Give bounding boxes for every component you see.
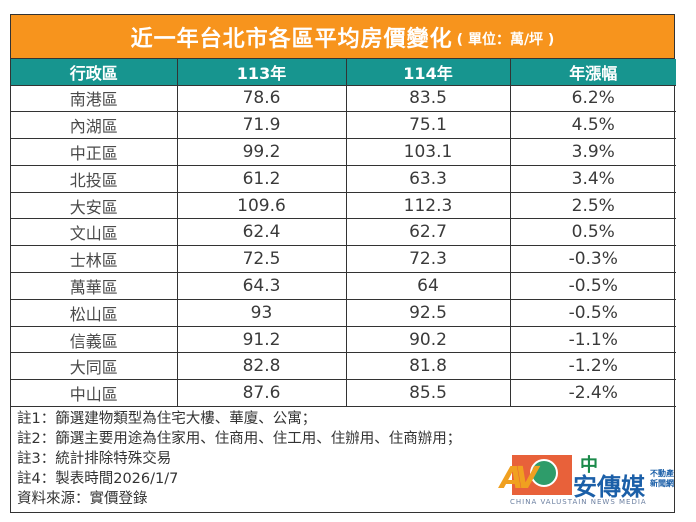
growth-cell: -0.5% [510,299,676,327]
district-cell: 大安區 [11,192,178,220]
growth-cell: 0.5% [510,218,676,247]
header-district: 行政區 [11,59,178,86]
logo-english-name: CHINA VALUSTAIN NEWS MEDIA [510,498,647,506]
price-114-cell: 112.3 [346,192,511,220]
price-114-cell: 64 [346,272,511,300]
unit-label: ( 單位：萬/坪 ) [456,31,555,48]
header-row: 行政區 113年 114年 年漲幅 [11,59,676,86]
header-growth: 年漲幅 [510,59,676,86]
price-114-cell: 81.8 [346,352,511,381]
table-row: 北投區 61.2 63.3 3.4% [11,165,676,193]
price-113-cell: 71.9 [177,111,347,140]
header-year-113: 113年 [177,59,347,86]
price-113-cell: 91.2 [177,326,347,354]
district-cell: 萬華區 [11,272,178,300]
price-113-cell: 62.4 [177,218,347,247]
growth-cell: -1.1% [510,326,676,354]
price-table-card: 近一年台北市各區平均房價變化 ( 單位：萬/坪 ) 行政區 113年 114年 … [10,14,676,513]
price-113-cell: 87.6 [177,379,347,408]
logo-av-mark: AV [500,461,538,496]
price-114-cell: 83.5 [346,85,511,113]
table-row: 萬華區 64.3 64 -0.5% [11,272,676,300]
table-row: 松山區 93 92.5 -0.5% [11,299,676,327]
table-row: 信義區 91.2 90.2 -1.1% [11,326,676,354]
title-bar: 近一年台北市各區平均房價變化 ( 單位：萬/坪 ) [11,15,674,59]
growth-cell: 3.9% [510,138,676,166]
growth-cell: 2.5% [510,192,676,220]
note-4: 註4：製表時間2026/1/7 [17,471,179,487]
district-cell: 信義區 [11,326,178,354]
price-113-cell: 109.6 [177,192,347,220]
district-cell: 士林區 [11,245,178,274]
growth-cell: 3.4% [510,165,676,193]
logo-subtitle: 不動產 新聞網 [650,469,674,489]
district-cell: 中山區 [11,379,178,408]
table-row: 文山區 62.4 62.7 0.5% [11,218,676,247]
header-year-114: 114年 [346,59,511,86]
globe-icon [530,459,558,487]
logo-subtitle-line-2: 新聞網 [650,479,674,488]
price-114-cell: 90.2 [346,326,511,354]
district-cell: 文山區 [11,218,178,247]
price-113-cell: 61.2 [177,165,347,193]
price-113-cell: 99.2 [177,138,347,166]
price-114-cell: 85.5 [346,379,511,408]
district-cell: 內湖區 [11,111,178,140]
logo-zh-top: 中 [580,455,598,476]
footnotes: 註1：篩選建物類型為住宅大樓、華廈、公寓； 註2：篩選主要用途為住家用、住商用、… [17,409,667,509]
note-3: 註3：統計排除特殊交易 [17,451,172,467]
price-114-cell: 72.3 [346,245,511,274]
district-cell: 北投區 [11,165,178,193]
note-2: 註2：篩選主要用途為住家用、住商用、住工用、住辦用、住商辦用； [17,431,462,447]
logo-subtitle-line-1: 不動產 [650,469,674,478]
logo-zh-name: 安傳媒 [573,473,645,501]
price-113-cell: 93 [177,299,347,327]
price-113-cell: 64.3 [177,272,347,300]
district-cell: 中正區 [11,138,178,166]
growth-cell: -0.5% [510,272,676,300]
table-row: 大安區 109.6 112.3 2.5% [11,192,676,220]
price-114-cell: 63.3 [346,165,511,193]
district-cell: 大同區 [11,352,178,381]
note-1: 註1：篩選建物類型為住宅大樓、華廈、公寓； [17,411,317,427]
growth-cell: -2.4% [510,379,676,408]
price-114-cell: 92.5 [346,299,511,327]
district-cell: 南港區 [11,85,178,113]
table-row: 中正區 99.2 103.1 3.9% [11,138,676,166]
price-table: 行政區 113年 114年 年漲幅 南港區 78.6 83.5 6.2% 內湖區 71.… [11,59,676,408]
publisher-logo: AV 中 安傳媒 不動產 新聞網 CHINA VALUSTAIN NEWS ME… [500,451,675,509]
price-113-cell: 72.5 [177,245,347,274]
growth-cell: 4.5% [510,111,676,140]
price-114-cell: 62.7 [346,218,511,247]
district-cell: 松山區 [11,299,178,327]
data-source: 資料來源：實價登錄 [17,491,148,507]
table-row: 大同區 82.8 81.8 -1.2% [11,352,676,381]
chart-title: 近一年台北市各區平均房價變化 [130,26,453,52]
table-row: 南港區 78.6 83.5 6.2% [11,85,676,113]
growth-cell: 6.2% [510,85,676,113]
growth-cell: -1.2% [510,352,676,381]
table-row: 士林區 72.5 72.3 -0.3% [11,245,676,274]
table-row: 中山區 87.6 85.5 -2.4% [11,379,676,408]
table-row: 內湖區 71.9 75.1 4.5% [11,111,676,140]
price-114-cell: 75.1 [346,111,511,140]
price-114-cell: 103.1 [346,138,511,166]
price-113-cell: 82.8 [177,352,347,381]
growth-cell: -0.3% [510,245,676,274]
price-113-cell: 78.6 [177,85,347,113]
